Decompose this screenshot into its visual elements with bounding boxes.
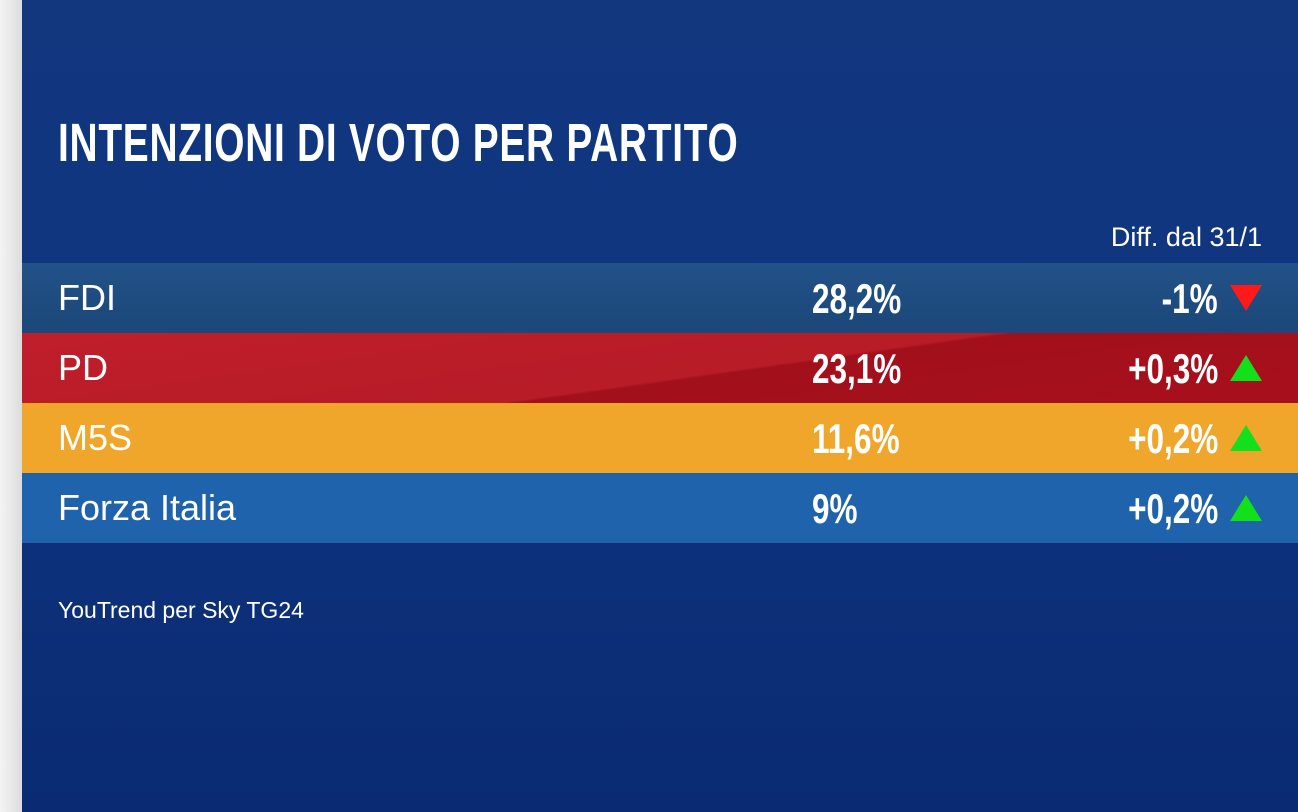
diff-column-header: Diff. dal 31/1 <box>1110 222 1262 252</box>
poll-panel: INTENZIONI DI VOTO PER PARTITO Diff. dal… <box>22 0 1298 812</box>
party-diff: +0,2% <box>1127 415 1218 462</box>
party-name: Forza Italia <box>58 487 237 528</box>
party-percentage: 23,1% <box>812 345 902 392</box>
left-edge <box>0 0 22 812</box>
trend-up-icon <box>1230 355 1262 381</box>
party-name: FDI <box>58 277 116 318</box>
trend-up-icon <box>1230 425 1262 451</box>
party-percentage: 28,2% <box>812 275 902 322</box>
party-diff: -1% <box>1161 275 1218 322</box>
party-name: M5S <box>58 417 133 458</box>
party-percentage: 9% <box>812 485 858 532</box>
party-percentage: 11,6% <box>812 415 900 462</box>
party-row: Forza Italia 9% +0,2% <box>22 473 1298 543</box>
source-label: YouTrend per Sky TG24 <box>58 597 304 623</box>
party-row: FDI 28,2% -1% <box>22 263 1298 333</box>
party-diff: +0,3% <box>1127 345 1218 392</box>
trend-down-icon <box>1230 285 1262 311</box>
party-name: PD <box>58 347 109 388</box>
party-row: PD 23,1% +0,3% <box>22 333 1298 403</box>
party-diff: +0,2% <box>1127 485 1218 532</box>
trend-up-icon <box>1230 495 1262 521</box>
party-row: M5S 11,6% +0,2% <box>22 403 1298 473</box>
page-title: INTENZIONI DI VOTO PER PARTITO <box>58 113 739 173</box>
